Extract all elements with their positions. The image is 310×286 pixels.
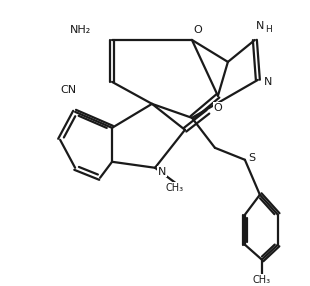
- Text: S: S: [248, 153, 255, 163]
- Text: H: H: [265, 25, 272, 34]
- Text: N: N: [256, 21, 264, 31]
- Text: O: O: [193, 25, 202, 35]
- Text: CH₃: CH₃: [166, 183, 184, 193]
- Text: O: O: [214, 103, 222, 113]
- Text: N: N: [264, 77, 272, 87]
- Text: N: N: [158, 167, 166, 177]
- Text: CH₃: CH₃: [253, 275, 271, 285]
- Text: CN: CN: [60, 85, 76, 95]
- Text: NH₂: NH₂: [69, 25, 91, 35]
